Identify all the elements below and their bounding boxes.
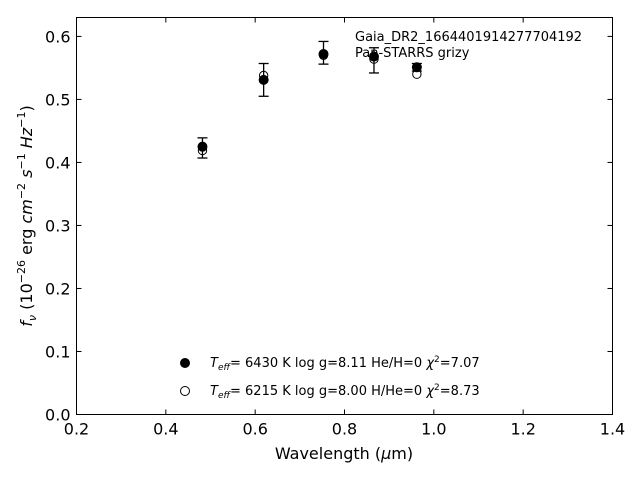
y-tick-label: 0.5 [45,90,70,109]
y-tick-label: 0.6 [45,27,70,46]
x-tick-label: 0.8 [332,420,357,439]
legend-marker-filled [180,358,190,368]
data-layer [197,40,422,159]
y-axis-ticks: 0.0 0.1 0.2 0.3 0.4 0.5 0.6 [45,27,613,425]
x-tick-label: 1.2 [510,420,535,439]
x-axis-ticks: 0.2 0.4 0.6 0.8 1.0 1.2 1.4 [64,17,625,439]
model-point-open [412,69,422,79]
legend-marker-open [180,386,190,396]
model-point-filled [411,62,422,73]
survey-label: Pan-STARRS grizy [355,46,470,61]
x-tick-label: 1.0 [421,420,446,439]
object-name-label: Gaia_DR2_1664401914277704192 [355,30,582,45]
y-tick-label: 0.3 [45,216,70,235]
y-axis-label: fν (10−26 erg cm−2 s−1 Hz−1) [15,105,39,326]
x-tick-label: 0.4 [153,420,178,439]
y-tick-label: 0.1 [45,342,70,361]
x-tick-label: 0.6 [242,420,267,439]
y-tick-label: 0.2 [45,279,70,298]
legend-entry-1: Teff= 6430 K log g=8.11 He/H=0 χ2=7.07 [210,355,480,373]
legend: Teff= 6430 K log g=8.11 He/H=0 χ2=7.07 T… [180,355,480,401]
x-tick-label: 1.4 [600,420,625,439]
model-point-filled [368,51,379,62]
model-point-open [197,145,208,156]
x-axis-label: Wavelength (μm) [275,444,413,463]
model-point-open [369,54,379,64]
svg-text:fν (10−26 erg cm−2 s−1 Hz−1): fν (10−26 erg cm−2 s−1 Hz−1) [15,105,39,326]
y-tick-label: 0.0 [45,406,70,425]
y-tick-label: 0.4 [45,153,70,172]
legend-entry-2: Teff= 6215 K log g=8.00 H/He=0 χ2=8.73 [210,383,480,401]
model-point-open [258,70,269,81]
model-point-open [318,50,329,61]
x-tick-label: 0.2 [64,420,89,439]
